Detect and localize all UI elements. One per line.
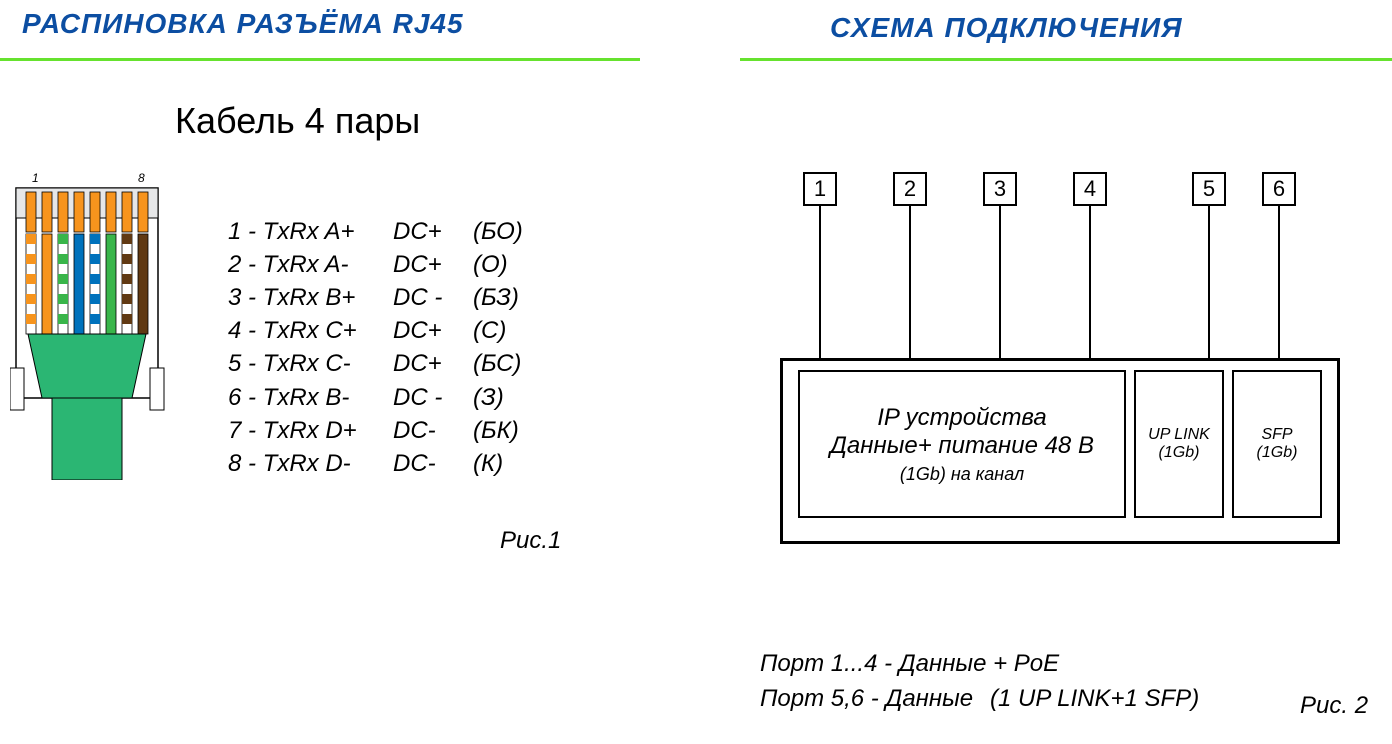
bottom-line-2a: Порт 5,6 - Данные <box>760 685 973 713</box>
pinout-color: (БК) <box>473 414 533 447</box>
pinout-signal: 1 - TxRx A+ <box>228 215 393 248</box>
pinout-dc: DC+ <box>393 215 473 248</box>
pinout-row: 1 - TxRx A+ DC+ (БО) <box>228 215 533 248</box>
pinout-signal: 4 - TxRx C+ <box>228 314 393 347</box>
pinout-dc: DC- <box>393 414 473 447</box>
device-main-line2: Данные+ питание 48 В <box>830 432 1094 460</box>
port-box-6: 6 <box>1262 172 1296 206</box>
device-main-section: IP устройства Данные+ питание 48 В (1Gb)… <box>798 370 1126 518</box>
svg-text:8: 8 <box>138 171 145 185</box>
port-line <box>909 206 911 370</box>
pinout-row: 4 - TxRx C+ DC+ (С) <box>228 314 533 347</box>
figure-2-text: Рис. 2 <box>1300 692 1368 719</box>
device-sfp-section: SFP (1Gb) <box>1232 370 1322 518</box>
left-underline <box>0 58 640 61</box>
bottom-line-2b: (1 UP LINK+1 SFP) <box>990 685 1199 713</box>
port-line <box>1208 206 1210 370</box>
pinout-row: 3 - TxRx B+ DC - (БЗ) <box>228 281 533 314</box>
port-box-3: 3 <box>983 172 1017 206</box>
pinout-color: (С) <box>473 314 533 347</box>
sfp-line1: SFP <box>1261 426 1292 444</box>
port-box-4: 4 <box>1073 172 1107 206</box>
pinout-row: 7 - TxRx D+ DC- (БК) <box>228 414 533 447</box>
pinout-signal: 5 - TxRx C- <box>228 347 393 380</box>
right-header: СХЕМА ПОДКЛЮЧЕНИЯ <box>830 12 1183 44</box>
pinout-signal: 2 - TxRx A- <box>228 248 393 281</box>
uplink-line2: (1Gb) <box>1159 444 1200 462</box>
pinout-dc: DC+ <box>393 314 473 347</box>
sfp-line2: (1Gb) <box>1257 444 1298 462</box>
pinout-color: (К) <box>473 447 533 480</box>
pinout-dc: DC+ <box>393 347 473 380</box>
pinout-color: (З) <box>473 381 533 414</box>
right-underline <box>740 58 1392 61</box>
pinout-signal: 8 - TxRx D- <box>228 447 393 480</box>
pinout-row: 5 - TxRx C- DC+ (БС) <box>228 347 533 380</box>
pinout-table: 1 - TxRx A+ DC+ (БО) 2 - TxRx A- DC+ (О)… <box>228 215 533 480</box>
pinout-dc: DC - <box>393 381 473 414</box>
port-box-1: 1 <box>803 172 837 206</box>
pinout-color: (БС) <box>473 347 533 380</box>
left-header: РАСПИНОВКА РАЗЪЁМА RJ45 <box>22 8 464 40</box>
pinout-row: 8 - TxRx D- DC- (К) <box>228 447 533 480</box>
pinout-row: 6 - TxRx B- DC - (З) <box>228 381 533 414</box>
pinout-dc: DC - <box>393 281 473 314</box>
port-box-5: 5 <box>1192 172 1226 206</box>
device-uplink-section: UP LINK (1Gb) <box>1134 370 1224 518</box>
device-main-line3: (1Gb) на канал <box>900 464 1024 485</box>
rj45-connector-diagram: 1 8 <box>10 170 165 480</box>
pinout-dc: DC+ <box>393 248 473 281</box>
pinout-color: (БО) <box>473 215 533 248</box>
pinout-dc: DC- <box>393 447 473 480</box>
port-line <box>819 206 821 370</box>
figure-1-label: Рис.1 <box>500 527 561 555</box>
pinout-signal: 6 - TxRx B- <box>228 381 393 414</box>
device-main-line1: IP устройства <box>877 404 1047 432</box>
port-line <box>1278 206 1280 370</box>
port-box-2: 2 <box>893 172 927 206</box>
pinout-signal: 7 - TxRx D+ <box>228 414 393 447</box>
cable-title: Кабель 4 пары <box>175 100 420 142</box>
figure-2-label: Рис. 2 <box>1300 692 1368 720</box>
bottom-line-1: Порт 1...4 - Данные + PoE <box>760 650 1059 678</box>
pinout-color: (О) <box>473 248 533 281</box>
pinout-signal: 3 - TxRx B+ <box>228 281 393 314</box>
port-line <box>999 206 1001 370</box>
svg-text:1: 1 <box>32 171 39 185</box>
uplink-line1: UP LINK <box>1148 426 1210 444</box>
pinout-row: 2 - TxRx A- DC+ (О) <box>228 248 533 281</box>
pinout-color: (БЗ) <box>473 281 533 314</box>
port-line <box>1089 206 1091 370</box>
